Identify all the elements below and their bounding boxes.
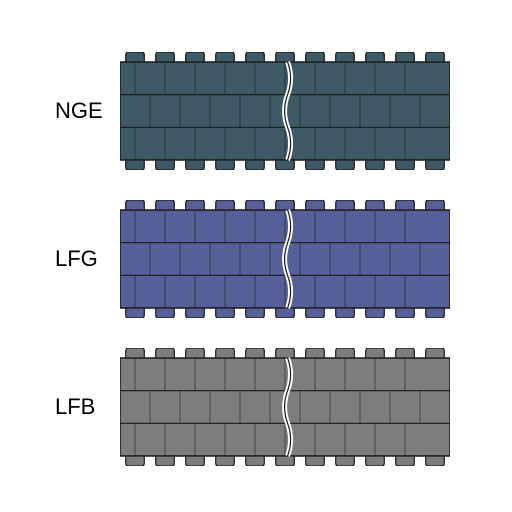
belt-graphic [120,348,450,466]
belt-row-nge: NGE [0,52,512,170]
belt-graphic [120,52,450,170]
belt-graphic [120,200,450,318]
belt-catalog-figure: NGE LFG LFB [0,0,512,512]
belt-label: LFB [55,394,95,420]
belt-row-lfg: LFG [0,200,512,318]
belt-label: NGE [55,98,103,124]
belt-label: LFG [55,246,98,272]
belt-row-lfb: LFB [0,348,512,466]
